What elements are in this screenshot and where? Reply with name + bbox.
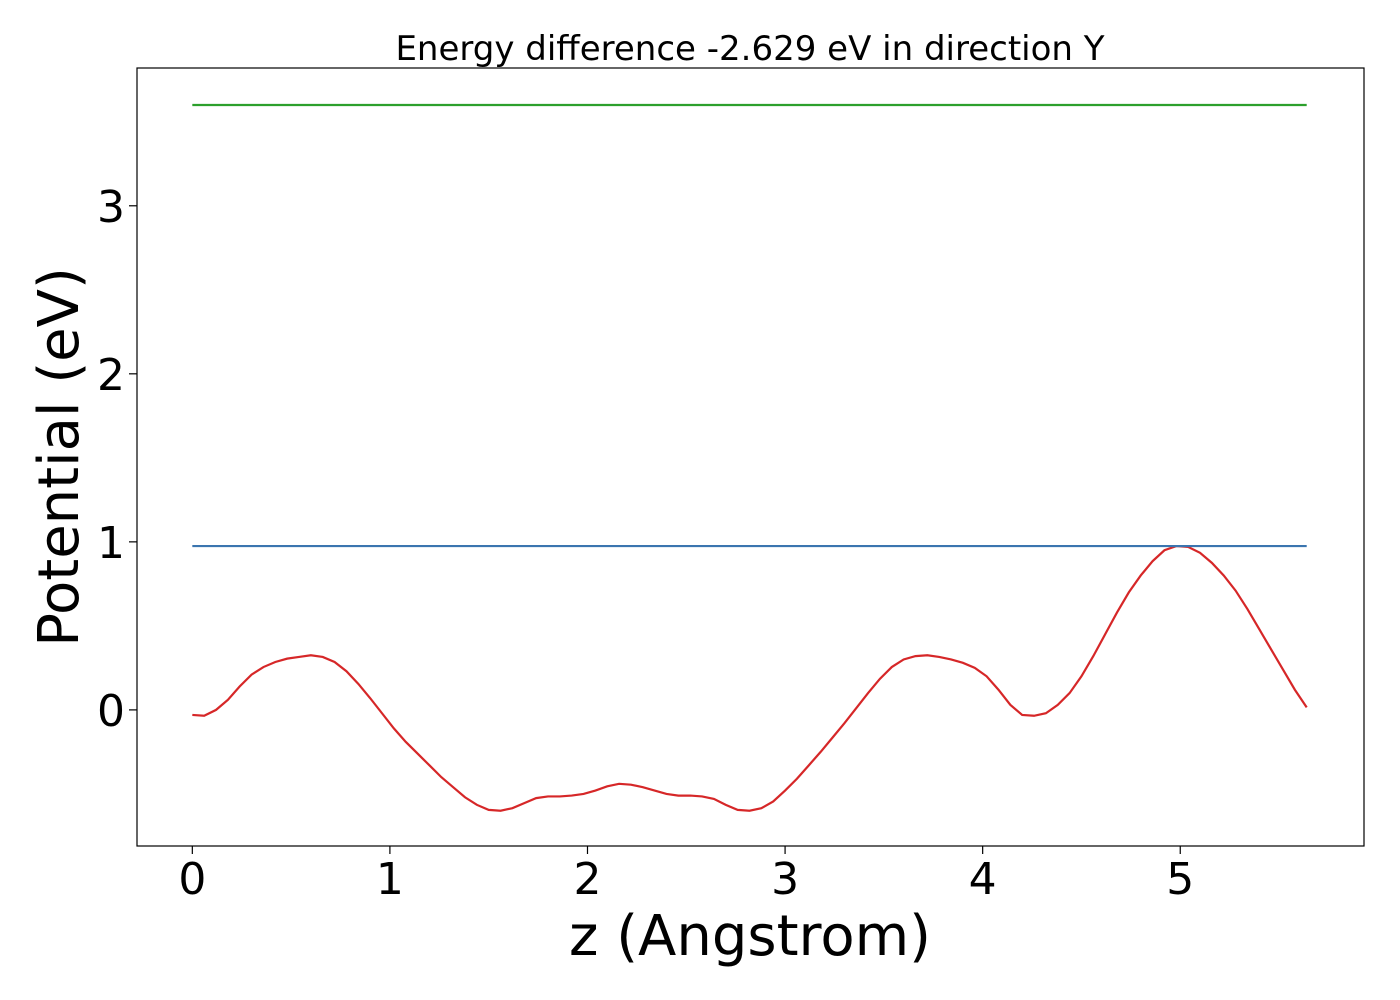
y-tick-label: 2 <box>97 350 125 401</box>
plot-area: 0 1 2 3 4 5 0 1 2 3 <box>97 67 1365 905</box>
x-axis: 0 1 2 3 4 5 <box>178 846 1194 905</box>
y-tick-label: 1 <box>97 518 125 569</box>
axes-frame <box>136 67 1365 847</box>
x-tick-label: 0 <box>178 854 206 905</box>
series-layer <box>192 103 1308 812</box>
y-tick-label: 0 <box>97 686 125 737</box>
y-tick-label: 3 <box>97 182 125 233</box>
y-axis: 0 1 2 3 <box>97 182 137 737</box>
y-axis-label: Potential (eV) <box>27 267 92 647</box>
x-tick-label: 5 <box>1166 854 1194 905</box>
x-tick-label: 2 <box>573 854 601 905</box>
chart-title: Energy difference -2.629 eV in direction… <box>395 29 1104 69</box>
x-tick-label: 4 <box>969 854 997 905</box>
series-line-0 <box>192 544 1308 812</box>
x-tick-label: 1 <box>376 854 404 905</box>
x-axis-label: z (Angstrom) <box>569 904 931 969</box>
x-tick-label: 3 <box>771 854 799 905</box>
